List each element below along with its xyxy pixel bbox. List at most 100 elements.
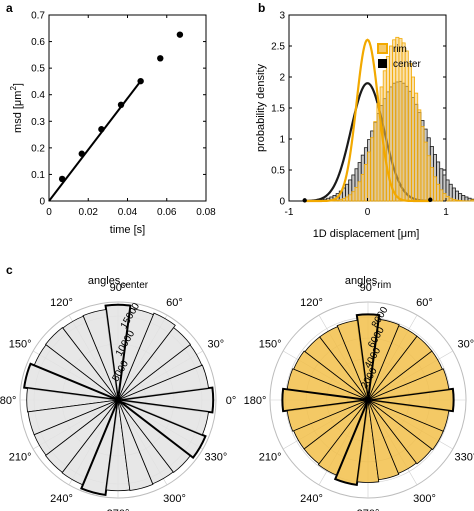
- hist-bar-rim: [373, 121, 378, 202]
- displacement-ytick-label: 1.5: [271, 104, 285, 115]
- polar-center-theta-label: 240°: [50, 493, 73, 505]
- hist-bar-center: [464, 196, 469, 202]
- polar-center-wedge: [45, 327, 119, 401]
- legend-label-rim: rim: [393, 44, 407, 55]
- legend-swatch-rim: [377, 43, 388, 54]
- polar-center-theta-label: 330°: [204, 452, 227, 464]
- hist-bar-rim: [414, 92, 419, 202]
- polar-center-wedge: [117, 386, 215, 414]
- hist-endpoint-marker: [428, 197, 433, 202]
- msd-ylabel-main: msd [: [12, 106, 24, 133]
- msd-ylabel-sup: 2: [9, 86, 18, 91]
- polar-rim-wedge: [356, 399, 380, 483]
- polar-center-title: anglescenter: [88, 275, 149, 291]
- polar-rim-wedge: [367, 368, 450, 401]
- polar-center-theta-label: 30°: [208, 339, 225, 351]
- polar-center-theta-label: 150°: [9, 339, 32, 351]
- hist-bar-rim: [345, 196, 350, 202]
- hist-bar-rim: [436, 183, 441, 202]
- displacement-xtick-label: 1: [443, 207, 449, 218]
- hist-bar-rim: [360, 173, 365, 202]
- polar-rim-wedge: [333, 399, 369, 487]
- displacement-ytick-label: 1: [279, 135, 285, 146]
- polar-rim-theta-label: 240°: [300, 493, 323, 505]
- displacement-xtick-label: 0: [365, 207, 371, 218]
- polar-center-title-main: angles: [88, 275, 121, 287]
- hist-bar-rim: [423, 141, 428, 202]
- displacement-chart: -1 0 100.511.522.53 1D displacement [μm] p…: [255, 11, 474, 240]
- hist-bar-rim: [470, 199, 474, 202]
- hist-bar-rim: [404, 50, 409, 202]
- msd-ylabel-unit: μm: [12, 91, 24, 107]
- hist-bar-rim: [341, 198, 346, 202]
- polar-rim-wedge: [336, 319, 369, 401]
- displacement-ytick-label: 3: [279, 11, 285, 22]
- hist-bar-rim: [417, 109, 422, 202]
- polar-rim-title-main: angles: [345, 275, 378, 287]
- msd-data-point: [58, 175, 66, 183]
- displacement-ytick-label: 2: [279, 73, 285, 84]
- hist-bar-rim: [367, 151, 372, 202]
- hist-bar-rim: [335, 199, 340, 202]
- msd-data-point: [78, 150, 85, 157]
- msd-xtick-label: 0.02: [79, 207, 99, 218]
- hist-bar-rim: [348, 194, 353, 202]
- msd-data-point: [117, 101, 125, 109]
- msd-xtick-label: 0.06: [157, 207, 177, 218]
- displacement-ticks: -1 0 100.511.522.53: [271, 11, 449, 219]
- displacement-xlabel-close: ]: [416, 228, 419, 240]
- polar-rim-theta-label: 180°: [244, 395, 267, 407]
- polar-center-wedge: [23, 362, 119, 401]
- displacement-xlabel: 1D displacement [μm]: [313, 228, 420, 240]
- polar-center-wedge: [117, 399, 209, 436]
- msd-ytick-label: 0.2: [31, 143, 45, 154]
- polar-center-wedge: [26, 387, 119, 413]
- panel-label-c: c: [6, 263, 13, 277]
- hist-bar-rim: [382, 70, 387, 202]
- polar-rim-theta-label: 150°: [259, 339, 282, 351]
- msd-ytick-label: 0: [39, 197, 45, 208]
- displacement-xtick-label: -1: [285, 207, 294, 218]
- displacement-xlabel-main: 1D displacement [: [313, 228, 401, 240]
- hist-bar-rim: [411, 76, 415, 202]
- polar-center-theta-label: 300°: [163, 493, 186, 505]
- polar-rim-wedge: [367, 399, 450, 432]
- msd-ytick-label: 0.1: [31, 170, 45, 181]
- msd-data-point: [137, 77, 144, 85]
- polar-center-wedge: [80, 399, 119, 497]
- displacement-ytick-label: 0.5: [271, 166, 285, 177]
- msd-chart: 0 0.02 0.04 0.06 0.0800.10.20.30.40.50.60.7 …: [9, 11, 216, 237]
- hist-bar-center: [461, 195, 466, 202]
- polar-rim-theta-label: 330°: [454, 452, 474, 464]
- msd-axes-box: [48, 14, 207, 202]
- polar-center-wedge: [104, 303, 132, 401]
- polar-center-wedge: [117, 399, 207, 460]
- msd-ticks: 0 0.02 0.04 0.06 0.08 0 0.1 0.2 0.3 0.4 0.5 0.6 0.7: [31, 11, 216, 219]
- polar-center-wedge: [82, 309, 119, 401]
- displacement-ytick-label: 2.5: [271, 42, 285, 53]
- msd-xtick-label: 0.04: [118, 207, 138, 218]
- fit-curve-rim: [304, 38, 431, 203]
- polar-center-wedge: [117, 312, 176, 401]
- legend-swatch-center: [378, 59, 387, 68]
- polar-center-theta-label: 0°: [226, 395, 237, 407]
- polar-rim-theta-label: 90°: [360, 282, 377, 294]
- msd-ytick-label: 0.6: [31, 37, 45, 48]
- hist-bar-rim: [363, 164, 368, 202]
- hist-bar-rim: [433, 176, 437, 202]
- hist-bar-center: [455, 190, 459, 202]
- hist-bar-rim: [429, 167, 434, 202]
- polar-rim-wedge: [355, 313, 381, 401]
- hist-bar-rim: [420, 126, 425, 202]
- polar-center-wedge: [117, 364, 209, 401]
- hist-bar-rim: [351, 191, 356, 202]
- msd-xtick-label: 0: [46, 207, 52, 218]
- hist-bar-rim: [426, 155, 431, 202]
- msd-marks: [48, 31, 184, 202]
- panel-label-b: b: [258, 1, 265, 15]
- hist-bar-rim: [354, 186, 359, 202]
- hist-bar-rim: [357, 181, 362, 202]
- hist-bar-rim: [407, 62, 412, 202]
- displacement-histograms: [302, 36, 474, 203]
- msd-data-point: [157, 55, 164, 62]
